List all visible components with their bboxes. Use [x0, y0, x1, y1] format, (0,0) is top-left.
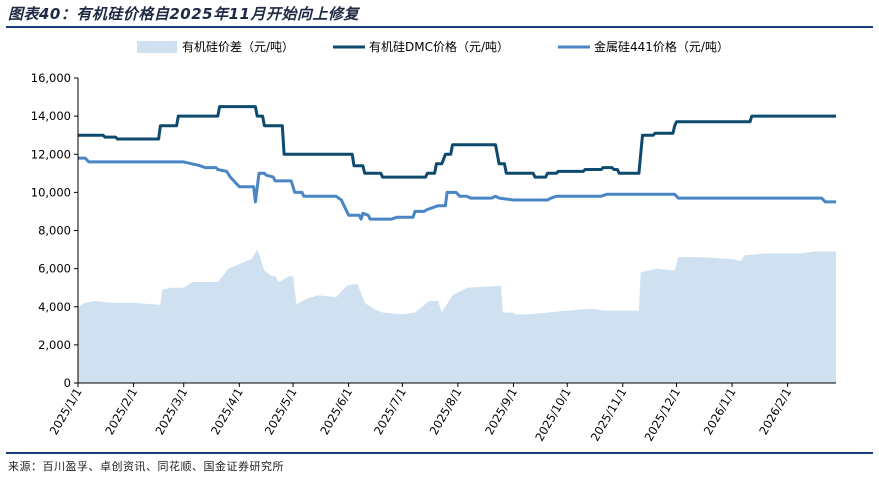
x-tick-label: 2025/10/1 — [532, 386, 574, 444]
y-tick-label: 16,000 — [31, 71, 71, 85]
y-tick-label: 6,000 — [38, 262, 71, 276]
legend-swatch — [137, 41, 177, 53]
legend-label: 有机硅价差（元/吨） — [182, 40, 294, 54]
x-tick-label: 2025/12/1 — [642, 386, 684, 444]
y-tick-label: 10,000 — [31, 185, 71, 199]
series-area-spread — [78, 249, 836, 383]
legend-item-metal-silicon: 金属硅441价格（元/吨） — [558, 39, 729, 54]
y-tick-label: 12,000 — [31, 147, 71, 161]
x-tick-label: 2025/6/1 — [317, 386, 355, 438]
x-tick-label: 2025/8/1 — [427, 386, 465, 438]
chart-axes: 0 2,000 4,000 6,000 8,000 10,000 12,000 14,000 1… — [31, 71, 836, 444]
x-tick-label: 2025/9/1 — [482, 386, 520, 438]
legend-item-spread: 有机硅价差（元/吨） — [137, 40, 294, 54]
series-line-dmc — [78, 105, 836, 179]
y-tick-label: 4,000 — [38, 300, 71, 314]
y-tick-label: 8,000 — [38, 224, 71, 238]
legend-item-dmc: 有机硅DMC价格（元/吨） — [333, 39, 509, 54]
y-tick-label: 0 — [64, 376, 71, 390]
x-tick-label: 2025/7/1 — [371, 386, 409, 438]
title-rule — [6, 26, 873, 28]
x-tick-label: 2025/5/1 — [262, 386, 300, 438]
x-tick-label: 2025/4/1 — [208, 386, 246, 438]
source-rule — [6, 452, 873, 454]
x-tick-label: 2025/3/1 — [152, 386, 190, 438]
series-line-metal-silicon — [78, 156, 836, 221]
source-note: 来源：百川盈孚、卓创资讯、同花顺、国金证券研究所 — [8, 460, 284, 473]
legend-label: 有机硅DMC价格（元/吨） — [369, 39, 509, 54]
line-layer — [78, 105, 836, 221]
x-tick-label: 2025/11/1 — [588, 386, 630, 444]
x-tick-label: 2026/2/1 — [756, 386, 794, 438]
y-tick-label: 14,000 — [31, 109, 71, 123]
x-tick-label: 2025/2/1 — [102, 386, 140, 438]
legend-label: 金属硅441价格（元/吨） — [594, 39, 729, 54]
y-tick-label: 2,000 — [38, 338, 71, 352]
price-chart: 有机硅价差（元/吨） 有机硅DMC价格（元/吨） 金属硅441价格（元/吨） 0 2,… — [31, 39, 836, 444]
figure-title: 图表40：有机硅价格自2025年11月开始向上修复 — [8, 5, 359, 23]
chart-legend: 有机硅价差（元/吨） 有机硅DMC价格（元/吨） 金属硅441价格（元/吨） — [137, 39, 729, 54]
x-tick-label: 2026/1/1 — [701, 386, 739, 438]
area-layer — [78, 249, 836, 383]
x-tick-label: 2025/1/1 — [47, 386, 85, 438]
